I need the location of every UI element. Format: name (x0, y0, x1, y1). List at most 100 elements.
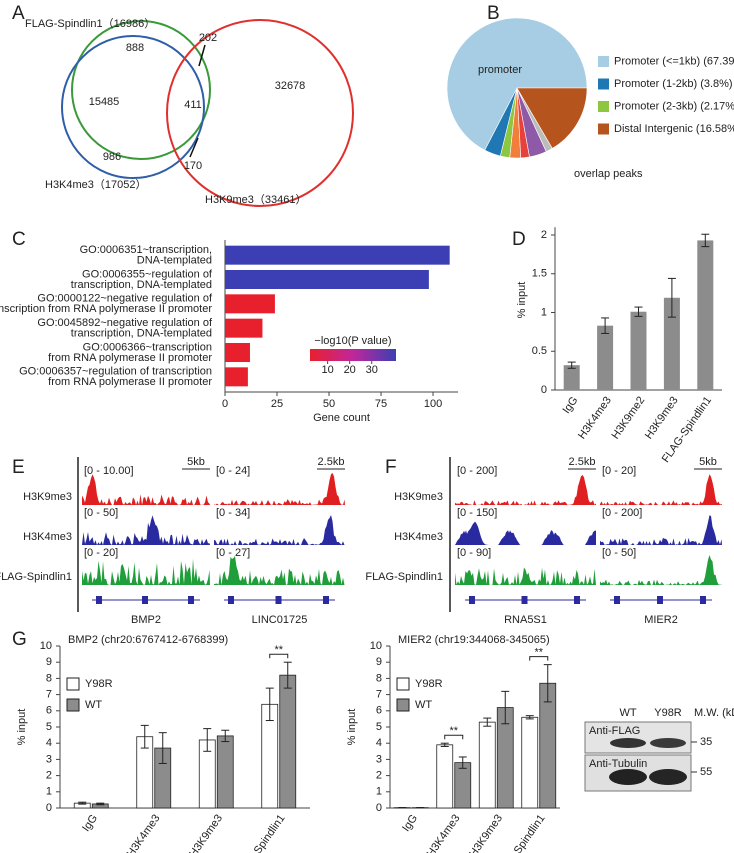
x-tick-label: H3K4me3 (576, 395, 614, 442)
bar (225, 343, 250, 362)
y-tick-label: 8 (46, 672, 52, 684)
exon (469, 596, 475, 604)
x-tick-label: H3K4me3 (425, 813, 463, 853)
exon (614, 596, 620, 604)
y-tick-label: GO:0000122~negative regulation of (37, 293, 213, 305)
scale-label: 2.5kb (569, 456, 596, 468)
antibody-label: Anti-FLAG (589, 725, 640, 737)
signal-track (455, 567, 596, 585)
error-bar (283, 661, 292, 689)
exon (188, 596, 194, 604)
legend-label: Promoter (2-3kb) (2.17%) (614, 100, 734, 112)
venn-set (166, 19, 354, 207)
y-tick-label: 4 (46, 737, 52, 749)
error-bar (501, 690, 510, 725)
x-tick-label: IgG (561, 395, 581, 416)
bar (225, 367, 248, 387)
colorbar-tick-label: 10 (322, 364, 334, 376)
error-bar (78, 801, 87, 805)
venn-count: 888 (126, 42, 144, 54)
bar (436, 744, 454, 809)
y-tick-label: 8 (376, 672, 382, 684)
signal-track (82, 515, 210, 545)
legend-swatch (598, 123, 609, 135)
colorbar-tick-label: 30 (366, 364, 378, 376)
mw-title: M.W. (kDa) (694, 707, 734, 719)
x-tick-label: H3K9me2 (609, 395, 647, 442)
signal-track (214, 515, 345, 545)
y-tick-label: DNA-templated (137, 255, 212, 267)
y-tick-label: 0 (376, 802, 382, 814)
bar (597, 325, 614, 390)
track-label: H3K9me3 (23, 491, 72, 503)
venn-count: 411 (184, 99, 202, 111)
y-tick-label: 0.5 (532, 345, 547, 357)
track-range: [0 - 200] (457, 465, 497, 477)
legend-label: Promoter (<=1kb) (67.39%) (614, 55, 734, 67)
venn-set-label: H3K4me3（17052） (45, 178, 147, 191)
bar (225, 270, 429, 289)
legend-label: WT (85, 699, 102, 711)
track-range: [0 - 20] (84, 547, 118, 559)
signal-track (214, 556, 345, 585)
exon (323, 596, 329, 604)
error-bar (458, 756, 467, 769)
error-bar (265, 687, 274, 722)
blot-band (650, 738, 686, 748)
track-range: [0 - 50] (602, 547, 636, 559)
legend-label: Distal Intergenic (16.58%) (614, 123, 734, 135)
bar (630, 311, 647, 390)
y-tick-label: 6 (376, 705, 382, 717)
y-tick-label: 10 (370, 640, 382, 652)
error-bar (221, 729, 230, 743)
blot-panel (584, 721, 692, 754)
track-label: H3K4me3 (23, 531, 72, 543)
exon (657, 596, 663, 604)
track-range: [0 - 150] (457, 507, 497, 519)
x-tick-label: H3K4me3 (125, 813, 163, 853)
y-tick-label: 0 (46, 802, 52, 814)
x-tick-label: H3K9me3 (643, 395, 681, 442)
x-tick-label: FLAG-Spindlin1 (233, 813, 287, 853)
leader-line (198, 44, 206, 67)
y-tick-label: 3 (376, 753, 382, 765)
panel-label: C (12, 229, 26, 250)
panel-label: B (487, 3, 500, 24)
error-bar (525, 715, 534, 720)
exon (96, 596, 102, 604)
y-tick-label: 0 (541, 384, 547, 396)
exon (275, 596, 282, 604)
bar (454, 762, 472, 809)
venn-set (71, 20, 211, 160)
venn-set-label: FLAG-Spindlin1（16986） (25, 17, 155, 30)
mw-label: 55 (700, 766, 712, 778)
signal-track (214, 473, 345, 505)
chart-title: BMP2 (chr20:6767412-6768399) (68, 634, 228, 646)
colorbar (310, 349, 396, 361)
gene-label: RNA5S1 (504, 614, 547, 626)
y-axis-label: % input (16, 709, 28, 746)
significance-bracket (444, 734, 464, 740)
panel-label: E (12, 457, 25, 478)
lane-label: WT (619, 707, 636, 719)
track-range: [0 - 27] (216, 547, 250, 559)
legend-label: Promoter (1-2kb) (3.8%) (614, 78, 733, 90)
x-tick-label: IgG (80, 813, 100, 834)
y-tick-label: transcription from RNA polymerase II pro… (0, 303, 212, 315)
track-range: [0 - 20] (602, 465, 636, 477)
panel-label: G (12, 629, 27, 650)
bar (279, 674, 297, 809)
exon (574, 596, 580, 604)
y-tick-label: 9 (46, 656, 52, 668)
error-bar (543, 664, 552, 703)
colorbar-title: −log10(P value) (314, 335, 391, 347)
signal-track (600, 515, 722, 545)
venn-count: 32678 (275, 80, 306, 92)
y-tick-label: 10 (40, 640, 52, 652)
error-bar (158, 732, 167, 764)
error-bar (96, 802, 105, 806)
gene-label: MIER2 (644, 614, 678, 626)
y-tick-label: 1 (376, 786, 382, 798)
antibody-label: Anti-Tubulin (589, 758, 647, 770)
